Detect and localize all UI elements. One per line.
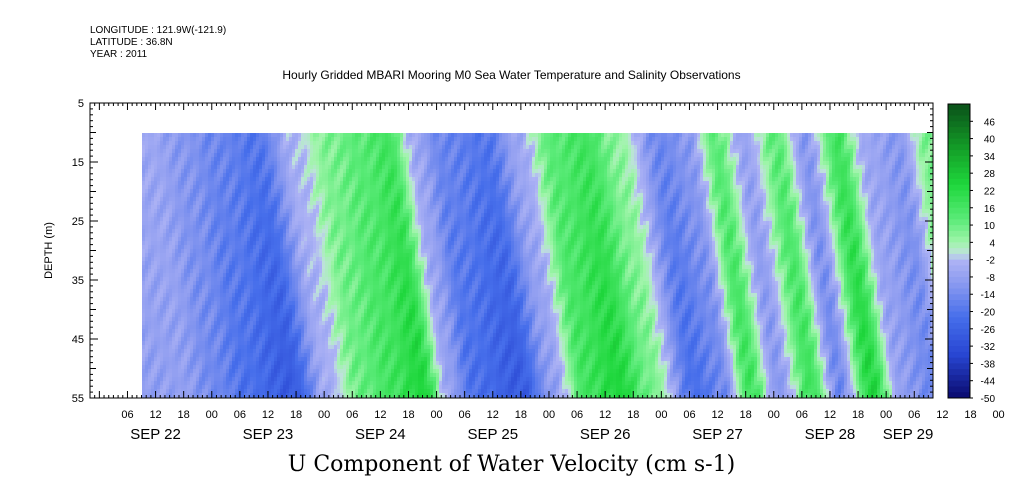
x-hour-label: 12 [936,409,948,421]
colorbar-label: 46 [984,117,996,128]
x-hour-label: 00 [206,409,218,421]
y-tick-label: 55 [72,393,84,405]
x-hour-label: 12 [262,409,274,421]
x-hour-label: 18 [627,409,639,421]
y-tick-label: 5 [78,98,84,110]
x-hour-label: 18 [740,409,752,421]
colorbar-segments [948,104,970,399]
x-day-label: SEP 26 [580,426,631,443]
x-hour-label: 06 [234,409,246,421]
y-axis-title: DEPTH (m) [43,222,55,279]
x-hour-label: 00 [318,409,330,421]
colorbar-label: 34 [984,152,996,163]
colorbar-label: -32 [981,342,996,353]
heatmap-cells [142,133,933,398]
x-hour-label: 18 [964,409,976,421]
x-hour-label: 12 [711,409,723,421]
x-hour-label: 12 [487,409,499,421]
colorbar-label: -44 [981,377,996,388]
x-hour-label: 06 [796,409,808,421]
x-hour-label: 18 [290,409,302,421]
colorbar-label: 4 [989,238,995,249]
colorbar-label: -26 [981,325,996,336]
colorbar-frame [947,103,971,399]
colorbar-label: 28 [984,169,996,180]
colorbar-label: 22 [984,186,996,197]
x-hour-label: 06 [908,409,920,421]
longitude-label: LONGITUDE : 121.9W(-121.9) [90,25,227,36]
x-hour-label: 06 [121,409,133,421]
colorbar-label: -2 [986,256,995,267]
x-hour-label: 18 [178,409,190,421]
year-label: YEAR : 2011 [90,49,148,60]
colorbar-label: -38 [981,359,996,370]
y-tick-label: 45 [72,334,84,346]
chart-title: Hourly Gridded MBARI Mooring M0 Sea Wate… [282,68,741,82]
x-day-label: SEP 23 [243,426,294,443]
x-hour-label: 00 [880,409,892,421]
x-hour-label: 18 [402,409,414,421]
x-day-label: SEP 28 [805,426,856,443]
colorbar-label: 40 [984,135,996,146]
x-hour-label: 00 [992,409,1004,421]
y-tick-label: 25 [72,216,84,228]
x-hour-label: 06 [459,409,471,421]
x-day-label: SEP 25 [467,426,518,443]
x-hour-label: 00 [655,409,667,421]
colorbar-label: -20 [981,308,996,319]
x-hour-label: 00 [430,409,442,421]
y-tick-label: 15 [72,157,84,169]
y-tick-label: 35 [72,275,84,287]
x-hour-label: 06 [346,409,358,421]
x-day-label: SEP 24 [355,426,406,443]
x-hour-label: 12 [599,409,611,421]
colorbar-label: -8 [986,273,995,284]
colorbar-label: 10 [984,221,996,232]
x-day-label: SEP 22 [130,426,181,443]
colorbar-label: 16 [984,204,996,215]
x-day-label: SEP 27 [692,426,743,443]
x-hour-label: 06 [683,409,695,421]
x-day-label: SEP 29 [883,426,934,443]
x-hour-label: 00 [768,409,780,421]
x-hour-label: 18 [852,409,864,421]
x-hour-label: 12 [374,409,386,421]
x-hour-label: 12 [149,409,161,421]
x-hour-label: 18 [515,409,527,421]
colorbar-label: -14 [981,290,996,301]
x-hour-label: 06 [571,409,583,421]
latitude-label: LATITUDE : 36.8N [90,37,173,48]
colorbar-label: -50 [981,394,996,405]
x-hour-label: 12 [824,409,836,421]
x-hour-label: 00 [543,409,555,421]
x-axis-title: U Component of Water Velocity (cm s-1) [287,452,736,477]
